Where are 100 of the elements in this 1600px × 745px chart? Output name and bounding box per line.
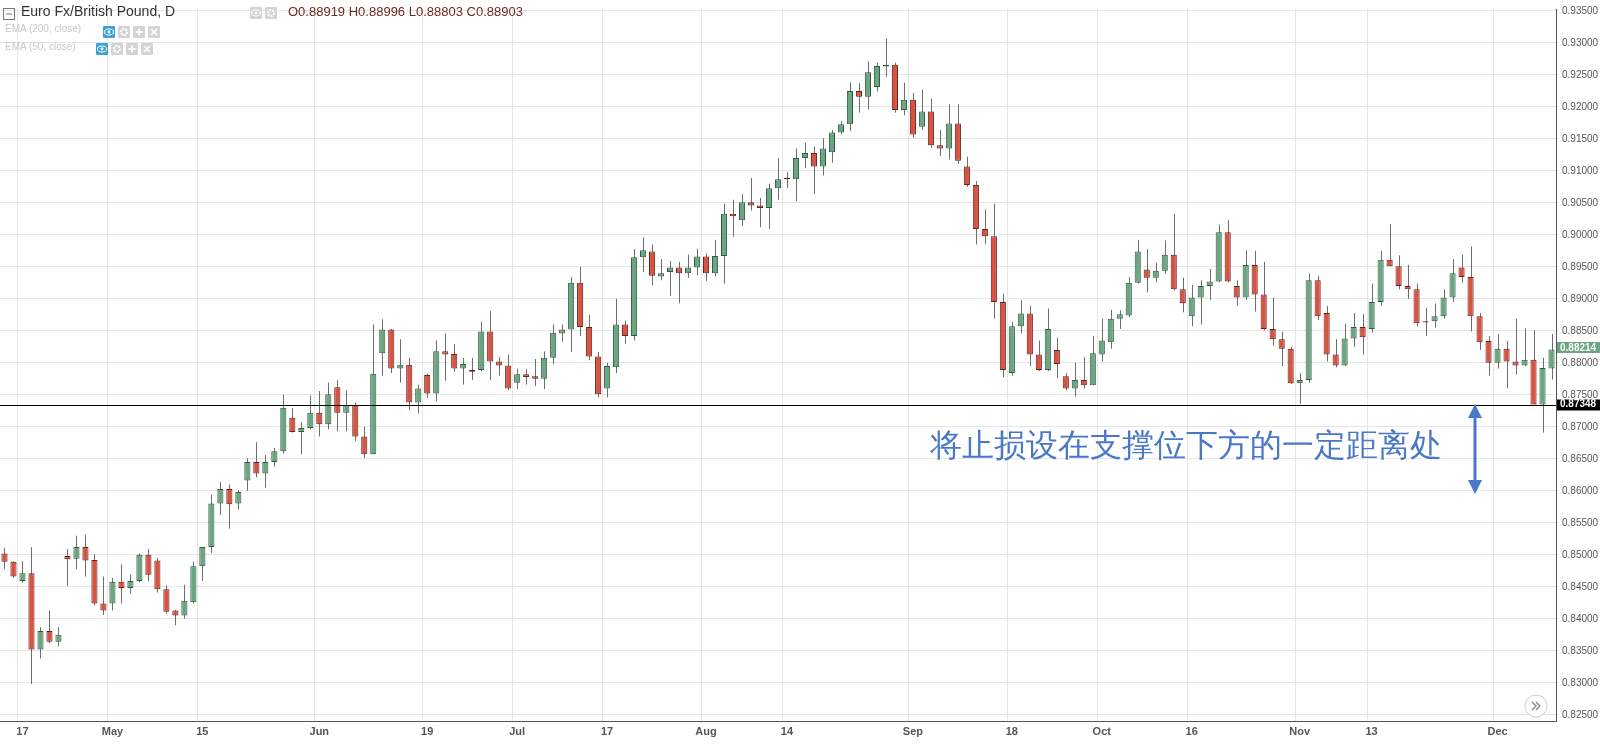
candlestick [307,394,314,430]
candlestick [1431,302,1438,329]
candlestick [226,483,233,530]
y-tick-label: 0.84500 [1562,580,1599,592]
y-tick-label: 0.91000 [1562,164,1599,176]
candlestick [361,426,368,459]
candlestick [199,546,206,582]
x-tick-label: Jul [509,725,526,738]
candlestick [235,489,242,510]
candlestick [774,157,782,201]
candlestick [100,576,107,616]
annotation: O0.88919 H0.88996 L0.88803 C0.88903 [288,4,523,19]
candlestick [262,454,269,489]
candlestick [1504,340,1509,389]
candlestick [765,183,773,230]
candlestick [1053,337,1060,379]
candlestick [1350,312,1357,348]
y-tick-label: 0.83500 [1562,644,1599,656]
candlestick [1116,309,1123,330]
y-tick-label: 0.87000 [1562,420,1599,432]
candlestick [622,320,629,345]
y-tick-label: 0.93500 [1562,4,1599,16]
y-tick-label: 0.89500 [1562,260,1599,272]
x-tick-label: Sep [902,725,924,738]
candlestick [1278,330,1285,367]
candlestick [506,354,511,391]
candlestick [397,338,404,384]
x-tick-label: Nov [1289,725,1311,738]
x-tick-label: Dec [1487,725,1508,738]
y-tick-label: 0.84000 [1562,612,1599,624]
candlestick [451,343,458,373]
candlestick [756,197,764,228]
x-tick-label: 13 [1365,725,1378,738]
candlestick [335,379,340,432]
candlestick [1188,284,1195,327]
candlestick [1107,309,1114,350]
candlestick [298,421,305,455]
candlestick [1495,333,1500,370]
candlestick [541,350,548,390]
candlestick [1521,327,1528,367]
x-tick-label: 17 [600,725,614,738]
y-tick-label: 0.88000 [1562,356,1599,368]
y-tick-label: 0.87500 [1562,388,1599,400]
candlestick [1395,254,1402,290]
candlestick [1549,333,1554,380]
candlestick [1485,335,1492,377]
candlestick [792,147,800,202]
candlestick [918,89,925,131]
y-tick-label: 0.90500 [1562,196,1599,208]
candlestick [217,481,224,516]
candlestick [604,362,611,398]
candlestick [810,146,818,195]
candlestick [693,248,701,276]
candlestick [46,609,53,644]
candlestick [1099,318,1104,363]
candlestick [164,585,169,615]
candlestick [819,137,827,176]
candlestick [1197,279,1204,325]
candlestick [1450,258,1455,303]
candlestick [379,318,386,377]
candlestick [1359,313,1366,356]
candlestick [533,358,538,387]
x-tick-label: Jun [309,725,330,738]
candlestick [514,368,521,390]
candlestick [873,62,880,93]
x-tick-label: 17 [16,725,29,738]
candlestick [64,548,71,587]
candlestick [1017,299,1024,334]
candlestick [110,577,115,611]
candlestick [1233,279,1240,307]
candlestick [37,626,44,659]
candlestick [900,82,907,116]
candlestick [640,236,647,273]
candlestick [73,535,80,570]
y-tick-label: 0.92000 [1562,100,1599,112]
candlestick [1179,277,1186,313]
y-tick-label: 0.86000 [1562,484,1599,496]
candlestick [1080,356,1087,389]
y-tick-label: 0.89000 [1562,292,1599,304]
candlestick [182,584,187,620]
candlestick [649,243,656,286]
annotation: 将止损设在支撑位下方的一定距离处 [930,425,1442,466]
candlestick [1441,288,1446,320]
candlestick [460,357,467,386]
candlestick [253,441,260,478]
candlestick [702,252,710,282]
candlestick [1458,254,1465,284]
x-tick-label: May [101,725,125,738]
candlestick [244,457,251,492]
candlestick [424,373,431,399]
y-tick-label: 0.93000 [1562,36,1599,48]
candlestick [1161,240,1168,275]
candlestick [550,323,557,365]
candlestick [711,239,719,277]
candlestick [1035,339,1042,372]
candlestick [19,560,26,583]
ref-line-label: 0.87348 [1560,398,1597,410]
candlestick [1071,362,1078,398]
candlestick [801,142,809,169]
candlestick [828,129,836,164]
